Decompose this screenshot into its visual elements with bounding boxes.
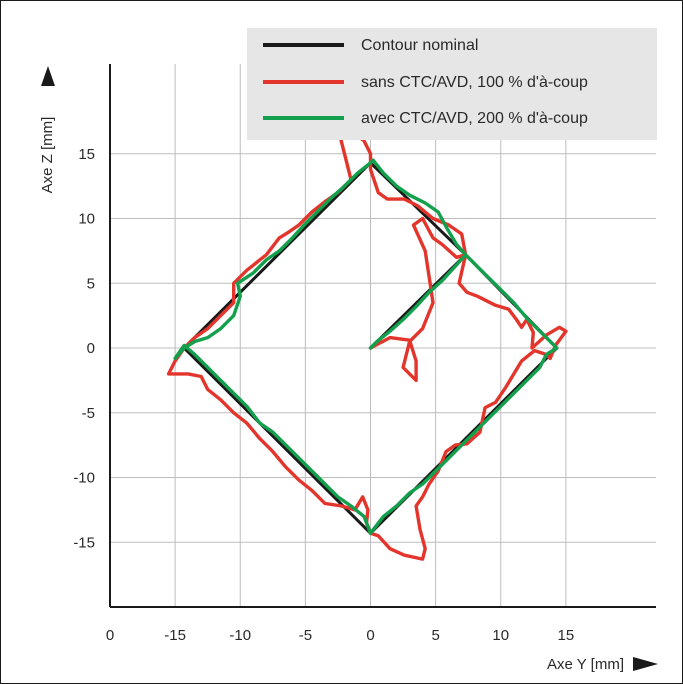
- y-tick-label: -15: [73, 534, 95, 551]
- x-tick-label: -10: [229, 627, 251, 644]
- series-avec-line: [173, 158, 559, 535]
- x-tick-label: 5: [431, 627, 439, 644]
- legend-label-nominal: Contour nominal: [361, 37, 478, 54]
- y-tick-label: 5: [87, 275, 95, 292]
- legend-item-nominal: Contour nominal: [263, 37, 478, 54]
- y-tick-label: 0: [87, 340, 95, 357]
- y-tick-label: -10: [73, 470, 95, 487]
- y-tick-label: 15: [78, 146, 95, 163]
- legend: Contour nominal sans CTC/AVD, 100 % d'à-…: [247, 28, 657, 140]
- legend-item-sans: sans CTC/AVD, 100 % d'à-coup: [263, 74, 588, 91]
- y-tick-label: 10: [78, 211, 95, 228]
- tick-labels: 0 -15 -10 -5 0 5 10 15 15 10 5 0 -5 -10 -15: [73, 146, 574, 644]
- axes: [109, 64, 656, 608]
- y-tick-label: -5: [82, 405, 95, 422]
- legend-label-avec: avec CTC/AVD, 200 % d'à-coup: [361, 110, 588, 127]
- x-tick-label: 10: [492, 627, 509, 644]
- x-axis-label: Axe Y [mm]: [547, 656, 624, 673]
- x-tick-label: 15: [558, 627, 575, 644]
- x-axis-arrow: [633, 657, 658, 671]
- series-layer: [166, 126, 568, 561]
- y-axis-arrow: [41, 66, 55, 86]
- x-tick-label: -5: [299, 627, 312, 644]
- grid: [110, 64, 656, 607]
- x-tick-label: 0: [106, 627, 114, 644]
- x-tick-label: 0: [366, 627, 374, 644]
- legend-label-sans: sans CTC/AVD, 100 % d'à-coup: [361, 74, 588, 91]
- y-axis-label: Axe Z [mm]: [39, 117, 56, 194]
- legend-item-avec: avec CTC/AVD, 200 % d'à-coup: [263, 110, 588, 127]
- series-sans-line: [166, 126, 568, 561]
- x-tick-label: -15: [164, 627, 186, 644]
